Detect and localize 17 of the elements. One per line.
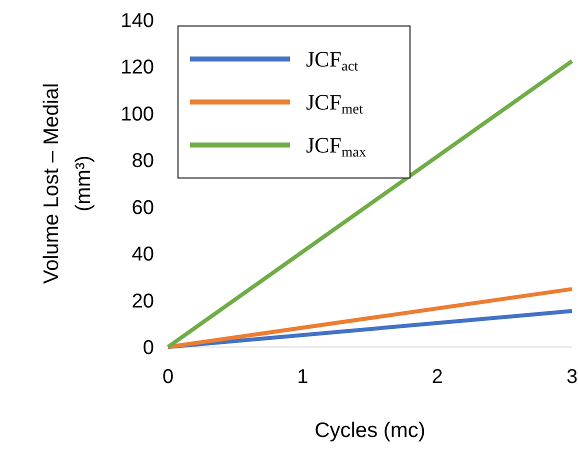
x-tick-label: 2 xyxy=(432,366,443,388)
x-axis-title: Cycles (mc) xyxy=(314,419,426,442)
y-tick-label: 80 xyxy=(132,150,154,172)
y-tick-label: 120 xyxy=(120,56,154,79)
y-tick-label: 40 xyxy=(132,244,154,266)
legend-label: JCF$_{max}$ xyxy=(306,132,366,160)
y-tick-label: 20 xyxy=(132,290,154,312)
y-tick-label: 140 xyxy=(120,10,154,32)
y-tick-label: 60 xyxy=(132,196,154,219)
legend-label: JCF$_{act}$ xyxy=(306,46,358,74)
x-tick-label: 3 xyxy=(566,366,578,388)
y-axis-title: Volume Lost – Medial (mm³) xyxy=(40,83,95,284)
x-tick-label: 1 xyxy=(297,366,308,388)
legend-label: JCF$_{met}$ xyxy=(306,90,363,118)
y-tick-label: 100 xyxy=(120,103,154,126)
x-tick-label: 0 xyxy=(162,366,174,388)
y-tick-label: 0 xyxy=(142,337,154,359)
